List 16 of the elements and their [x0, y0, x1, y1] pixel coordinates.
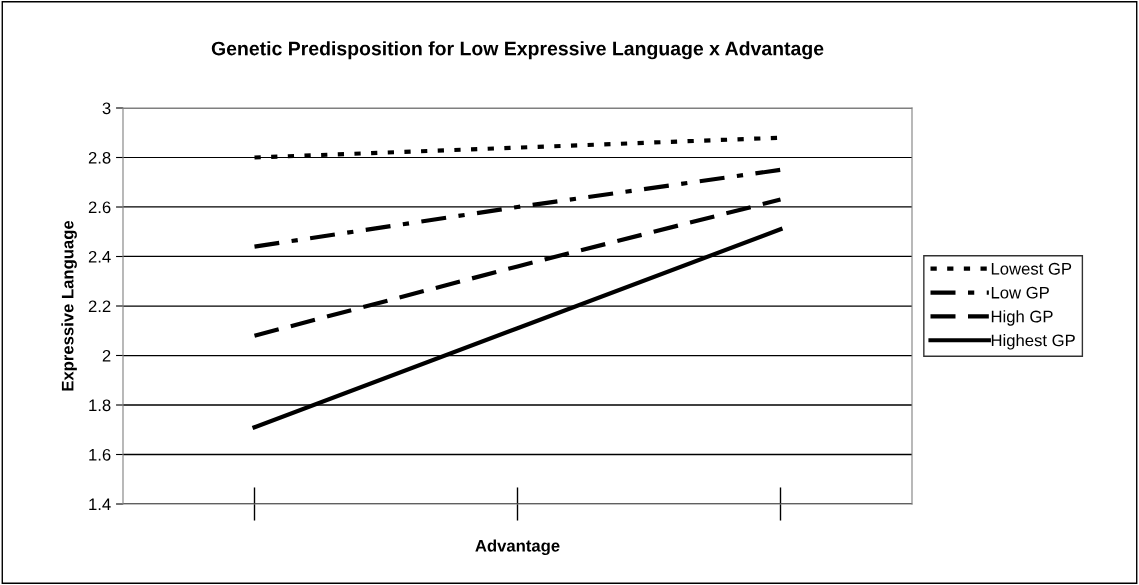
chart-title: Genetic Predisposition for Low Expressive Language x Advantage [211, 41, 824, 60]
legend-label: Lowest GP [991, 262, 1072, 275]
y-tick-label: 2.2 [88, 300, 111, 313]
y-tick-label: 2.6 [88, 201, 111, 214]
y-tick-label: 2 [102, 349, 111, 362]
y-axis-title: Expressive Language [61, 220, 77, 391]
legend-label: Highest GP [991, 334, 1075, 350]
y-tick-label: 1.6 [89, 448, 111, 461]
legend-label: High GP [991, 310, 1053, 326]
y-tick-label: 2.4 [88, 250, 111, 263]
y-tick-label: 3 [102, 102, 111, 115]
x-axis-title: Advantage [475, 539, 560, 556]
legend-label: Low GP [991, 286, 1049, 299]
y-tick-label: 1.8 [89, 399, 111, 412]
y-tick-label: 2.8 [88, 151, 111, 164]
y-tick-label: 1.4 [89, 498, 111, 511]
